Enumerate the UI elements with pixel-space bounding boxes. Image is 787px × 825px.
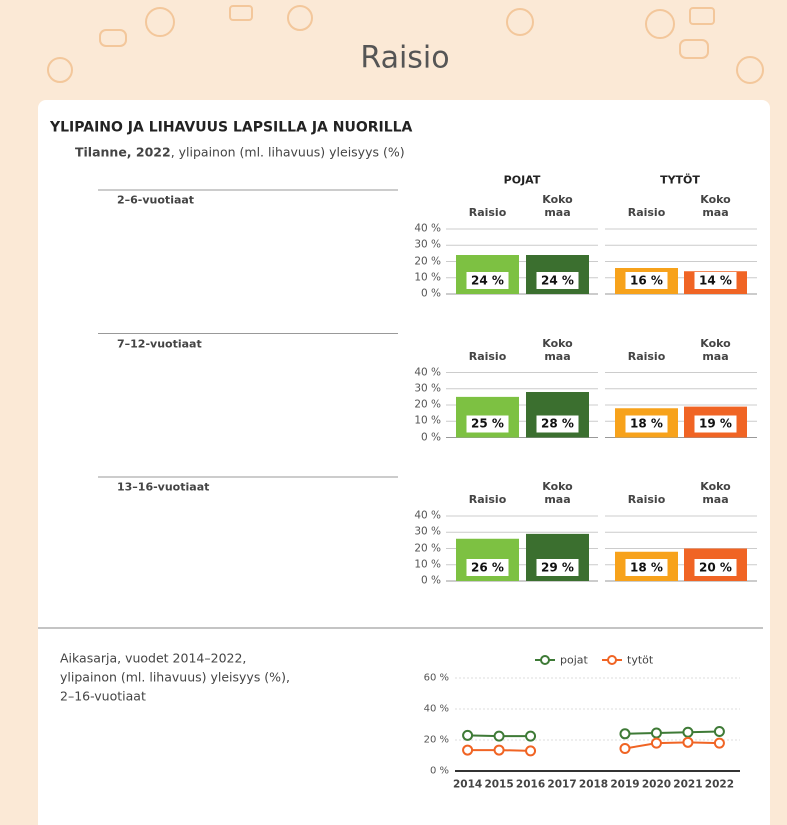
y-tick-label: 20 %: [414, 255, 441, 267]
y-tick-label: 0 %: [429, 765, 449, 777]
point: [619, 728, 631, 740]
x-tick-label: 2022: [704, 778, 735, 791]
value-label: 20 %: [699, 560, 732, 574]
value-label: 26 %: [471, 560, 504, 574]
y-tick-label: 40 %: [423, 703, 449, 715]
legend-label: tytöt: [627, 653, 654, 667]
value-label: 28 %: [541, 416, 574, 431]
category-label: Koko maa: [542, 336, 573, 363]
section-title: YLIPAINO JA LIHAVUUS LAPSILLA JA NUORILL…: [50, 119, 413, 136]
page-title: Raisio: [360, 40, 450, 76]
category-label: Koko maa: [700, 480, 731, 506]
x-tick-label: 2014: [452, 778, 483, 791]
value-label-box: [694, 559, 737, 576]
chart-title: Aikasarja, vuodet 2014–2022,: [60, 650, 247, 666]
y-tick-label: 20 %: [423, 734, 449, 746]
value-label-box: [466, 272, 509, 289]
legend-marker: [540, 655, 550, 665]
value-label-box: [625, 272, 668, 289]
point: [525, 745, 537, 757]
point: [462, 744, 474, 756]
y-tick-label: 30 %: [414, 382, 441, 395]
x-tick-label: 2015: [484, 778, 514, 791]
y-tick-label: 0 %: [421, 431, 441, 443]
y-tick-label: 40 %: [414, 509, 441, 522]
value-label: 14 %: [699, 273, 732, 287]
y-tick-label: 40 %: [414, 222, 441, 235]
point: [650, 727, 662, 739]
point: [462, 729, 474, 741]
group-header: TYTÖT: [660, 173, 700, 187]
y-tick-label: 40 %: [414, 366, 441, 378]
subtitle: , ylipainon (ml. lihavuus) yleisyys (%): [170, 144, 405, 160]
x-tick-label: 2020: [641, 778, 672, 791]
y-tick-label: 0 %: [421, 287, 441, 300]
value-label: 24 %: [541, 273, 574, 287]
value-label-box: [536, 559, 579, 576]
category-label: Koko maa: [542, 480, 573, 506]
value-label-box: [466, 415, 509, 433]
panel-title: 13–16-vuotiaat: [117, 480, 210, 494]
point: [713, 737, 725, 749]
point: [619, 743, 631, 755]
legend-marker: [607, 655, 617, 665]
subtitle-bold: Tilanne, 2022: [75, 144, 171, 160]
point: [682, 726, 694, 738]
y-tick-label: 10 %: [414, 558, 441, 571]
x-tick-label: 2018: [578, 778, 609, 791]
value-label-box: [694, 272, 737, 289]
y-tick-label: 60 %: [423, 672, 449, 684]
point: [682, 736, 694, 748]
group-header: POJAT: [503, 173, 541, 187]
panel-title: 7–12-vuotiaat: [117, 337, 202, 350]
category-label: Raisio: [627, 206, 666, 219]
value-label-box: [625, 559, 668, 576]
value-label-box: [694, 415, 737, 433]
point: [525, 730, 537, 742]
value-label: 18 %: [630, 560, 663, 574]
category-label: Koko maa: [700, 193, 731, 219]
point: [493, 744, 505, 756]
point: [713, 725, 725, 737]
chart-title: 2–16-vuotiaat: [60, 688, 146, 704]
x-tick-label: 2021: [673, 778, 703, 791]
value-label: 16 %: [630, 273, 663, 287]
y-tick-label: 20 %: [414, 542, 441, 554]
category-label: Raisio: [468, 206, 507, 219]
y-tick-label: 20 %: [414, 398, 441, 411]
x-tick-label: 2016: [515, 778, 546, 791]
y-tick-label: 10 %: [414, 271, 441, 284]
category-label: Koko maa: [542, 193, 573, 219]
point: [650, 737, 662, 749]
value-label-box: [536, 415, 579, 433]
value-label: 18 %: [630, 416, 663, 431]
category-label: Raisio: [468, 349, 507, 363]
category-label: Raisio: [627, 493, 666, 506]
value-label-box: [625, 415, 668, 433]
x-tick-label: 2017: [547, 778, 577, 791]
y-tick-label: 30 %: [414, 525, 441, 538]
panel-title: 2–6-vuotiaat: [117, 193, 195, 207]
category-label: Raisio: [627, 349, 666, 363]
y-tick-label: 10 %: [414, 414, 441, 427]
point: [493, 730, 505, 742]
chart-title: ylipainon (ml. lihavuus) yleisyys (%),: [60, 669, 290, 685]
header-decoration: [47, 5, 764, 84]
value-label: 24 %: [471, 273, 504, 287]
category-label: Raisio: [468, 493, 507, 506]
legend-label: pojat: [560, 653, 588, 667]
y-tick-label: 30 %: [414, 238, 441, 251]
x-tick-label: 2019: [610, 778, 640, 791]
value-label: 25 %: [471, 416, 504, 431]
value-label: 19 %: [699, 416, 732, 431]
value-label-box: [466, 559, 509, 576]
category-label: Koko maa: [700, 336, 731, 363]
value-label-box: [536, 272, 579, 289]
value-label: 29 %: [541, 560, 574, 574]
y-tick-label: 0 %: [421, 574, 441, 587]
